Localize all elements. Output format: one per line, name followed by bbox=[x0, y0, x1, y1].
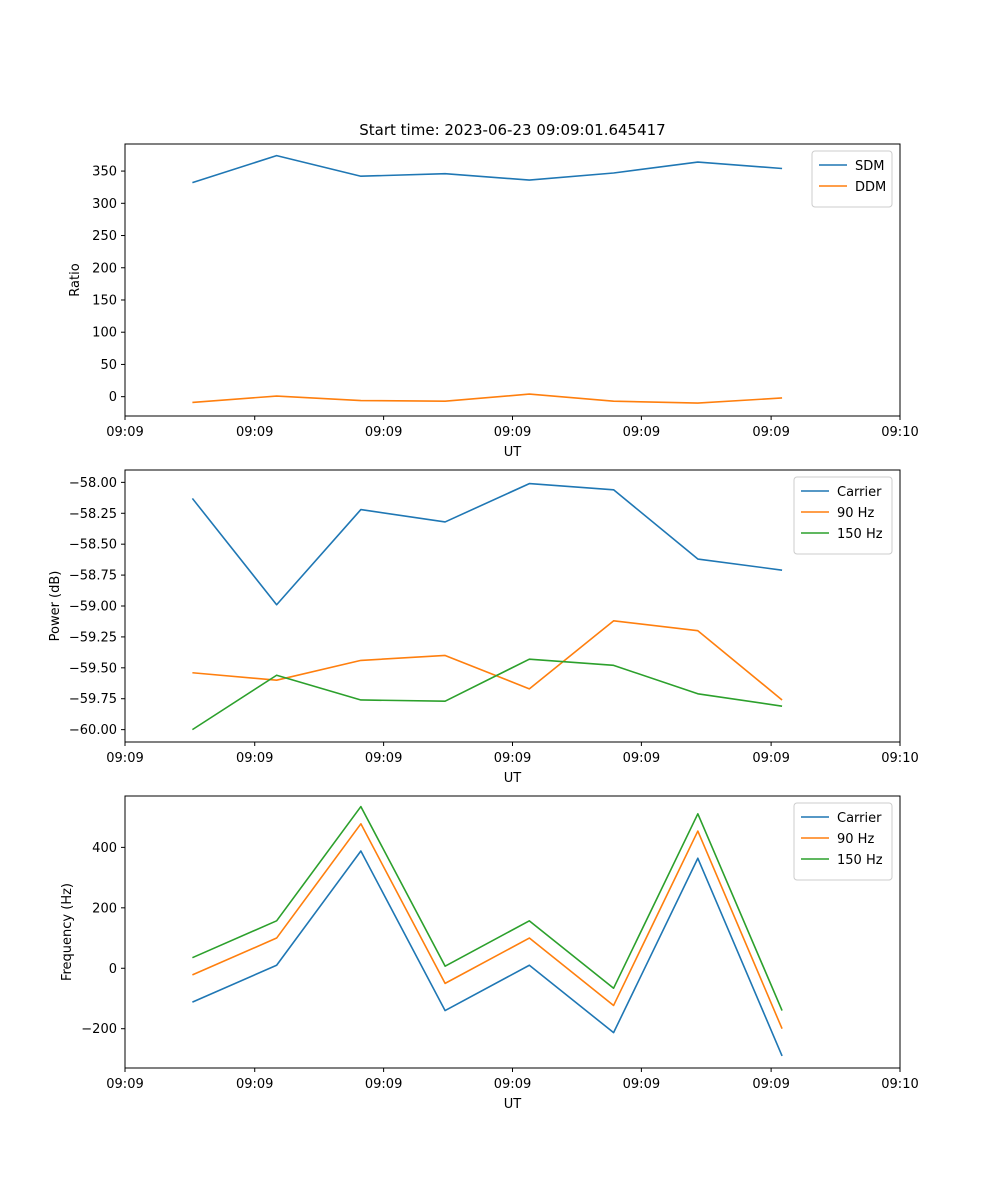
y-tick-label: 250 bbox=[92, 229, 117, 244]
legend-entry: 90 Hz bbox=[837, 506, 874, 521]
y-tick-label: 150 bbox=[92, 293, 117, 308]
y-tick-label: 350 bbox=[92, 165, 117, 180]
legend-entry: Carrier bbox=[837, 485, 882, 500]
y-tick-label: −58.00 bbox=[69, 476, 117, 491]
y-tick-label: 50 bbox=[100, 358, 117, 373]
x-tick-label: 09:09 bbox=[365, 425, 402, 440]
y-tick-label: −58.75 bbox=[69, 569, 117, 584]
legend-entry: 150 Hz bbox=[837, 853, 883, 868]
x-tick-label: 09:09 bbox=[365, 1077, 402, 1092]
legend: Carrier 90 Hz 150 Hz bbox=[793, 476, 893, 555]
x-tick-label: 09:10 bbox=[881, 1077, 918, 1092]
legend-entry: Carrier bbox=[837, 811, 882, 826]
y-tick-label: 100 bbox=[92, 326, 117, 341]
x-tick-label: 09:09 bbox=[623, 1077, 660, 1092]
x-tick-label: 09:09 bbox=[494, 1077, 531, 1092]
chart-panel-2: 09:09 09:09 09:09 09:09 09:09 09:09 09:10 −58.0… bbox=[48, 469, 919, 786]
series-line-90-hz bbox=[192, 822, 783, 1030]
y-tick-label: 0 bbox=[109, 962, 117, 977]
y-tick-label: −58.50 bbox=[69, 538, 117, 553]
x-tick-label: 09:09 bbox=[623, 425, 660, 440]
y-tick-label: 200 bbox=[92, 901, 117, 916]
legend-entry: 90 Hz bbox=[837, 832, 874, 847]
chart-panel-1: Start time: 2023-06-23 09:09:01.645417 09… bbox=[68, 121, 919, 460]
axes-frame bbox=[124, 795, 901, 1069]
x-tick-label: 09:09 bbox=[494, 751, 531, 766]
x-tick-label: 09:09 bbox=[236, 1077, 273, 1092]
series-line-ddm bbox=[192, 393, 783, 404]
y-tick-label: −60.00 bbox=[69, 723, 117, 738]
axes-frame bbox=[124, 143, 901, 417]
y-tick-label: −58.25 bbox=[69, 507, 117, 522]
x-tick-label: 09:09 bbox=[106, 1077, 143, 1092]
legend-entry: 150 Hz bbox=[837, 527, 883, 542]
legend-box bbox=[793, 802, 893, 881]
y-axis-label: Frequency (Hz) bbox=[60, 883, 75, 981]
y-tick-label: 200 bbox=[92, 261, 117, 276]
x-tick-label: 09:09 bbox=[236, 751, 273, 766]
x-tick-label: 09:09 bbox=[236, 425, 273, 440]
x-tick-label: 09:09 bbox=[106, 751, 143, 766]
x-tick-label: 09:09 bbox=[623, 751, 660, 766]
series-line-90-hz bbox=[192, 620, 783, 701]
x-tick-label: 09:10 bbox=[881, 751, 918, 766]
x-axis-label: UT bbox=[504, 771, 522, 786]
y-axis-label: Power (dB) bbox=[48, 571, 63, 642]
legend-entry: SDM bbox=[855, 159, 884, 174]
y-tick-label: 300 bbox=[92, 197, 117, 212]
x-tick-label: 09:10 bbox=[881, 425, 918, 440]
legend: Carrier 90 Hz 150 Hz bbox=[793, 802, 893, 881]
y-tick-label: −59.00 bbox=[69, 600, 117, 615]
legend-box bbox=[793, 476, 893, 555]
x-tick-label: 09:09 bbox=[752, 751, 789, 766]
series-line-sdm bbox=[192, 154, 783, 184]
y-tick-label: −200 bbox=[81, 1022, 117, 1037]
y-tick-label: −59.75 bbox=[69, 692, 117, 707]
legend-entry: DDM bbox=[855, 180, 886, 195]
series-line-150-hz bbox=[192, 805, 783, 1011]
series-line-carrier bbox=[192, 850, 783, 1057]
legend: SDM DDM bbox=[811, 150, 893, 208]
chart-panel-3: 09:09 09:09 09:09 09:09 09:09 09:09 09:10 −200 0… bbox=[60, 795, 919, 1112]
axes-frame bbox=[124, 469, 901, 743]
y-axis-label: Ratio bbox=[68, 263, 83, 296]
x-tick-label: 09:09 bbox=[494, 425, 531, 440]
x-tick-label: 09:09 bbox=[752, 425, 789, 440]
x-axis-label: UT bbox=[504, 445, 522, 460]
y-tick-label: 400 bbox=[92, 841, 117, 856]
x-tick-label: 09:09 bbox=[365, 751, 402, 766]
y-tick-label: −59.25 bbox=[69, 630, 117, 645]
series-line-carrier bbox=[191, 482, 783, 606]
y-tick-label: 0 bbox=[109, 390, 117, 405]
x-tick-label: 09:09 bbox=[752, 1077, 789, 1092]
chart-title: Start time: 2023-06-23 09:09:01.645417 bbox=[359, 121, 665, 139]
y-tick-label: −59.50 bbox=[69, 661, 117, 676]
x-axis-label: UT bbox=[504, 1097, 522, 1112]
x-tick-label: 09:09 bbox=[106, 425, 143, 440]
series-line-150-hz bbox=[191, 658, 783, 731]
